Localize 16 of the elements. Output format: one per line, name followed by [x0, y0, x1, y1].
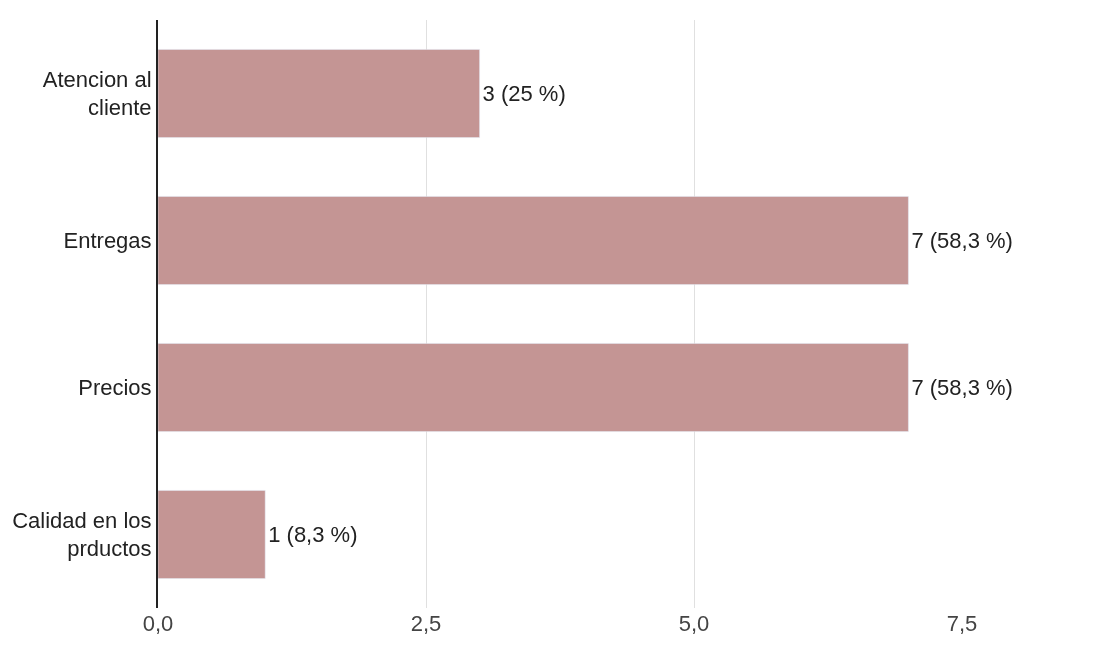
x-tick-label: 7,5 — [946, 611, 978, 636]
y-tick-label: Entregas — [63, 228, 152, 254]
bar — [158, 49, 480, 138]
x-tick-label: 0,0 — [142, 611, 174, 636]
x-tick-label: 2,5 — [410, 611, 442, 636]
y-tick-label: Atencion al cliente — [42, 66, 152, 121]
y-tick-label: Calidad en los prductos — [12, 507, 152, 562]
y-tick-label: Precios — [78, 375, 152, 401]
data-label: 3 (25 %) — [482, 81, 566, 106]
bar — [158, 196, 909, 285]
data-label: 7 (58,3 %) — [911, 228, 1013, 253]
data-label: 7 (58,3 %) — [911, 375, 1013, 400]
data-label: 1 (8,3 %) — [268, 522, 358, 547]
bar — [158, 490, 266, 579]
x-tick-label: 5,0 — [678, 611, 710, 636]
bar — [158, 343, 909, 432]
